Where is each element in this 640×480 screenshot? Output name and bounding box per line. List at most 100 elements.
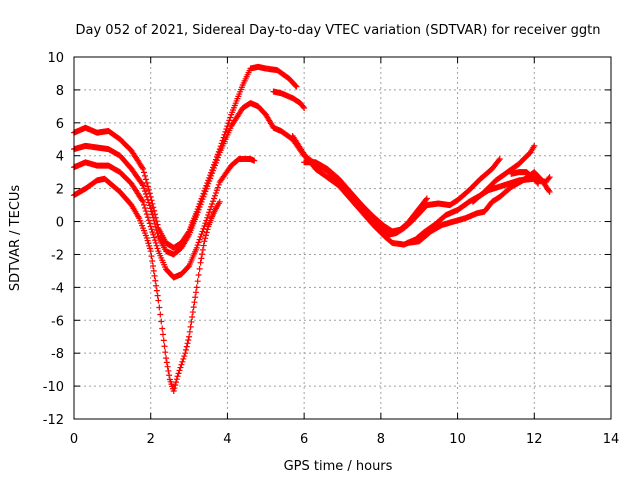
data-point [147, 205, 154, 212]
data-point [141, 188, 148, 195]
data-point [201, 191, 208, 198]
y-tick-label: -6 [51, 314, 64, 329]
data-point [154, 292, 161, 299]
data-point [142, 176, 149, 183]
data-point [545, 175, 552, 182]
data-point [199, 228, 206, 235]
data-point [193, 244, 200, 251]
x-tick-label: 10 [449, 432, 466, 447]
x-tick-label: 12 [526, 432, 543, 447]
data-point [206, 178, 213, 185]
data-point [144, 196, 151, 203]
data-point [201, 238, 208, 245]
data-point [151, 220, 158, 227]
data-point [213, 187, 220, 194]
data-point [146, 202, 153, 209]
data-point [166, 372, 173, 379]
data-point [215, 152, 222, 159]
data-point [202, 188, 209, 195]
data-point [190, 304, 197, 311]
data-point [184, 340, 191, 347]
data-point [186, 333, 193, 340]
series-track-7 [289, 132, 553, 248]
data-point [139, 181, 146, 188]
data-point [151, 217, 158, 224]
data-point [203, 185, 210, 192]
data-point [205, 180, 212, 187]
data-point [173, 379, 180, 386]
plot-frame [73, 56, 612, 420]
data-point [143, 211, 150, 218]
data-point [209, 170, 216, 177]
data-point [150, 214, 157, 221]
data-point [222, 128, 229, 135]
series-track-9 [508, 169, 542, 187]
data-point [196, 265, 203, 272]
data-point [149, 258, 156, 265]
x-tick-label: 8 [377, 432, 385, 447]
data-point [140, 165, 147, 172]
data-point [195, 239, 202, 246]
data-point [147, 248, 154, 255]
data-point [145, 217, 152, 224]
data-point [142, 190, 149, 197]
data-point [193, 211, 200, 218]
data-point [212, 159, 219, 166]
data-point [189, 309, 196, 316]
data-point [153, 242, 160, 249]
data-point [180, 355, 187, 362]
data-point [147, 223, 154, 230]
data-point [154, 245, 161, 252]
series-track-4 [71, 175, 223, 395]
data-point [145, 186, 152, 193]
data-point [151, 272, 158, 279]
data-point [495, 157, 502, 164]
data-point [227, 114, 234, 121]
data-point [144, 214, 151, 221]
data-point [150, 267, 157, 274]
data-point [202, 235, 209, 242]
data-point [546, 174, 553, 181]
data-point [164, 363, 171, 370]
data-point [143, 193, 150, 200]
data-point [141, 169, 148, 176]
series-track-10 [469, 142, 538, 205]
data-point [176, 367, 183, 374]
data-point [187, 323, 194, 330]
x-tick-label: 2 [147, 432, 155, 447]
data-point [142, 208, 149, 215]
data-point [423, 195, 430, 202]
data-point [198, 255, 205, 262]
data-point [165, 367, 172, 374]
data-point [161, 343, 168, 350]
data-point [198, 231, 205, 238]
data-point [183, 346, 190, 353]
data-point [151, 234, 158, 241]
data-point [157, 311, 164, 318]
data-point [535, 180, 542, 187]
data-point [150, 262, 157, 269]
data-point [199, 251, 206, 258]
data-point [200, 193, 207, 200]
data-point [181, 353, 188, 360]
data-point [162, 349, 169, 356]
data-point [194, 242, 201, 249]
data-point [143, 235, 150, 241]
data-point [211, 192, 218, 199]
data-point [208, 203, 215, 210]
data-layer [71, 63, 553, 395]
series-track-3 [71, 156, 258, 281]
data-point [172, 382, 179, 389]
data-point [194, 209, 201, 216]
data-point [191, 299, 198, 306]
data-point [211, 195, 218, 202]
data-point [293, 83, 300, 90]
y-tick-label: 2 [56, 183, 64, 198]
data-point [214, 154, 221, 161]
data-point [534, 179, 541, 186]
data-point [183, 343, 190, 350]
data-point [531, 142, 538, 149]
